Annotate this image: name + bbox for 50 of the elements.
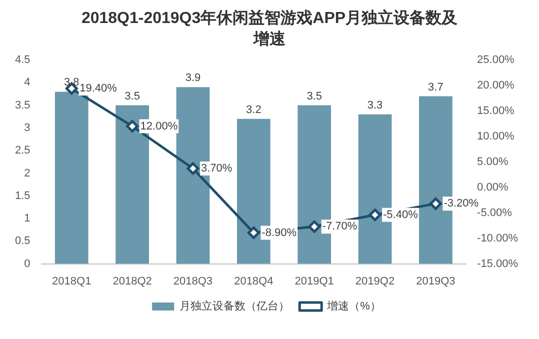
point [429,197,442,210]
y-tick-label: 4.5 [14,54,30,66]
y-tick-label: 1.5 [14,190,30,202]
x-tick-label: 2018Q1 [52,275,92,288]
y2-tick-label: 25.00% [477,54,515,66]
y-tick-label: 4 [24,76,30,89]
data-label: 3.7 [428,81,444,94]
y-tick-label: 3.5 [14,99,30,112]
x-tick-label: 2018Q3 [173,275,213,288]
x-tick-label: 2018Q2 [112,275,152,288]
x-tick-label: 2018Q4 [234,275,274,288]
data-label: 3.8 [64,76,80,89]
y-tick-label: 1 [24,212,30,225]
chart-title: 2018Q1-2019Q3年休闲益智游戏APP月独立设备数及增速 [80,8,459,50]
y2-tick-label: 10.00% [477,130,515,142]
data-label: -5.40% [383,208,418,221]
y-tick-label: 2.5 [14,144,30,157]
y2-tick-label: -15.00% [477,258,518,270]
data-label: 3.2 [246,104,262,116]
point [247,226,260,239]
data-label: 3.5 [124,90,140,102]
data-label: -3.20% [444,198,479,210]
legend-label: 增速（%） [326,300,381,313]
x-tick-label: 2019Q2 [355,275,395,288]
data-label: -7.70% [322,220,358,233]
y-tick-label: 0.5 [14,235,30,248]
y2-tick-label: 0.00% [477,181,508,194]
data-label: 3.5 [306,90,322,102]
point [186,162,200,175]
point [368,208,382,222]
data-label: 19.40% [80,82,118,95]
bar [54,92,88,264]
y2-tick-label: 5.00% [477,156,508,168]
data-label: 3.3 [367,99,383,112]
y2-tick-label: -10.00% [477,232,518,244]
data-label: 3.70% [200,162,232,175]
y2-tick-label: 15.00% [477,104,515,117]
y-tick-label: 2 [24,167,30,180]
legend-label: 月独立设备数（亿台） [180,300,290,313]
y2-tick-label: -5.00% [477,206,512,219]
x-tick-label: 2019Q1 [294,275,334,288]
y-tick-label: 0 [24,258,30,270]
x-tick-label: 2019Q3 [416,275,456,288]
y-tick-label: 3 [24,122,30,134]
point [308,220,321,233]
y2-tick-label: 20.00% [477,80,515,92]
data-label: 3.9 [185,72,201,84]
data-label: 12.00% [140,120,178,132]
data-label: -8.90% [262,226,297,239]
point [126,120,139,132]
